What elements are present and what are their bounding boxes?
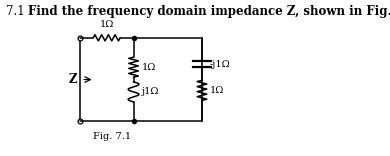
- Text: Z: Z: [69, 73, 77, 86]
- Text: 7.1: 7.1: [5, 5, 24, 18]
- Text: 1Ω: 1Ω: [99, 20, 114, 29]
- Text: Find the frequency domain impedance Z, shown in Fig. 7.1.: Find the frequency domain impedance Z, s…: [28, 5, 390, 18]
- Text: Fig. 7.1: Fig. 7.1: [93, 132, 131, 141]
- Text: -j1Ω: -j1Ω: [210, 60, 231, 69]
- Text: 1Ω: 1Ω: [210, 86, 224, 95]
- Text: j1Ω: j1Ω: [142, 87, 159, 96]
- Text: 1Ω: 1Ω: [142, 63, 156, 72]
